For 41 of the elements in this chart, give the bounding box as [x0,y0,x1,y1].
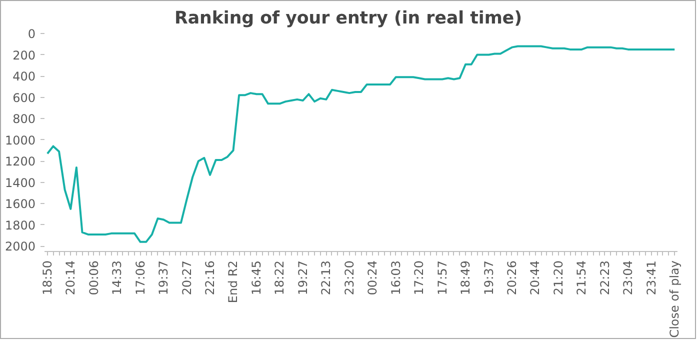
y-tick-label: 1400 [4,176,36,190]
x-tick-label: 19:37 [156,260,171,296]
x-tick-label: 20:14 [64,260,78,296]
chart-title: Ranking of your entry (in real time) [174,8,522,28]
x-tick-label: Close of play [668,260,682,338]
x-tick-label: 22:23 [598,260,612,296]
line-series [46,45,676,243]
x-tick-label: 17:57 [435,260,450,296]
x-tick-label: 23:20 [342,260,356,296]
y-tick-label: 1000 [4,133,36,148]
x-tick-label: 14:33 [110,260,124,296]
y-tick-label: 200 [12,48,36,62]
y-tick-label: 1200 [4,154,36,169]
x-tick-label: 17:06 [133,260,148,296]
x-tick-label: 21:54 [574,260,589,296]
x-tick-label: 18:49 [458,260,473,296]
y-tick-label: 400 [12,70,36,84]
x-tick-label: 22:16 [203,260,218,296]
x-tick-label: 21:20 [551,260,566,296]
x-tick-label: 19:27 [296,260,310,296]
x-tick-label: 16:03 [388,260,403,296]
x-tick-label: 00:06 [86,260,101,296]
x-tick-label: 16:45 [249,260,264,296]
x-tick-label: 23:41 [644,260,658,296]
x-tick-label: 22:13 [319,260,334,296]
x-tick-label: 18:50 [40,260,54,296]
x-tick-label: 20:44 [528,260,542,296]
y-tick-label: 800 [12,112,36,126]
y-tick-label: 1800 [4,218,36,232]
y-tick-label: 2000 [4,240,36,254]
x-tick-label: 20:26 [504,260,519,296]
x-tick-label: 17:20 [412,260,426,296]
x-tick-label: 20:27 [180,260,194,296]
x-tick-label: 00:24 [366,260,380,296]
y-tick-label: 600 [12,90,36,105]
x-tick-label: 19:37 [482,260,496,296]
x-tick-label: 18:22 [272,260,287,296]
y-tick-label: 1600 [4,197,36,212]
x-tick-label: End R2 [226,260,240,304]
y-tick-label: 0 [28,27,36,41]
x-tick-label: 23:04 [621,260,636,296]
